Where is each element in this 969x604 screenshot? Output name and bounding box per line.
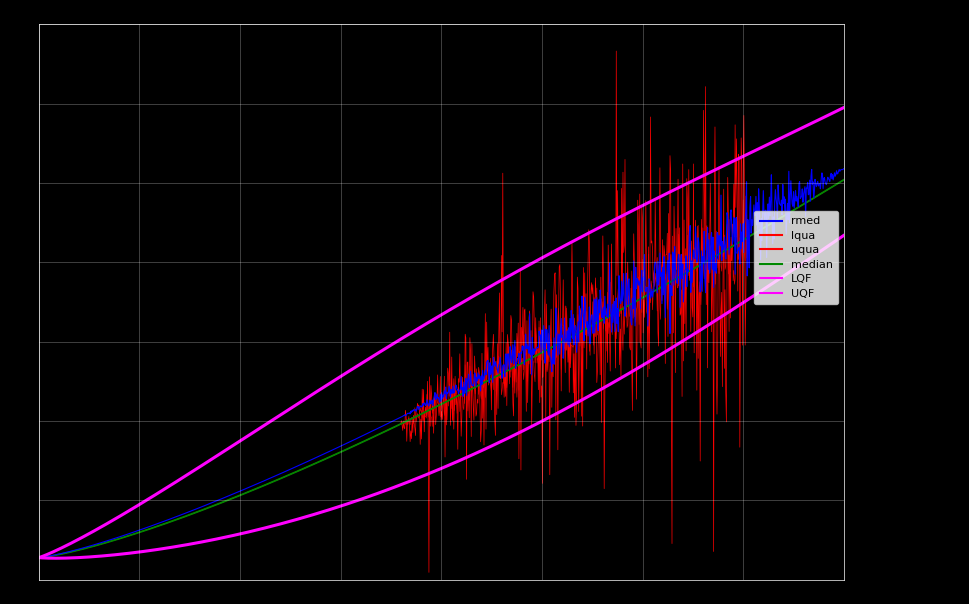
- Legend: rmed, lqua, uqua, median, LQF, UQF: rmed, lqua, uqua, median, LQF, UQF: [753, 211, 837, 304]
